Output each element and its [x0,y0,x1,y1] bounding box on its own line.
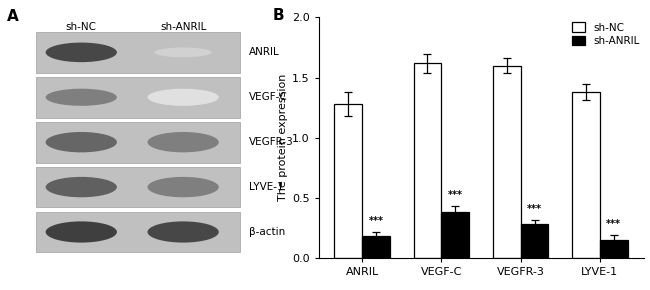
Bar [493,66,521,258]
Ellipse shape [148,221,219,243]
Text: ***: *** [448,190,463,200]
Text: β-actin: β-actin [249,227,285,237]
Bar [36,122,240,163]
Ellipse shape [46,221,117,243]
Text: ANRIL: ANRIL [249,47,280,57]
Bar [36,32,240,73]
Bar [600,240,628,258]
Ellipse shape [46,43,117,62]
Ellipse shape [155,48,212,57]
Text: A: A [6,9,18,23]
Text: VEGF-C: VEGF-C [249,92,288,102]
Bar [362,236,390,258]
Text: VEGFR-3: VEGFR-3 [249,137,294,147]
Bar [36,167,240,207]
Text: sh-NC: sh-NC [66,22,97,32]
Bar [441,212,469,258]
Bar [521,224,549,258]
Bar [572,92,600,258]
Bar [334,104,362,258]
Text: ***: *** [527,204,542,213]
Ellipse shape [148,177,219,197]
Text: ***: *** [369,215,383,226]
Text: B: B [273,8,285,23]
Y-axis label: The protein expression: The protein expression [278,74,287,202]
Ellipse shape [148,132,219,152]
Ellipse shape [46,89,117,106]
Ellipse shape [148,89,219,106]
Bar [36,212,240,252]
Text: sh-ANRIL: sh-ANRIL [160,22,206,32]
Bar [413,63,441,258]
Text: LYVE-1: LYVE-1 [249,182,284,192]
Text: ***: *** [606,219,621,229]
Ellipse shape [46,177,117,197]
Bar [36,77,240,118]
Legend: sh-NC, sh-ANRIL: sh-NC, sh-ANRIL [570,20,642,48]
Ellipse shape [46,132,117,152]
